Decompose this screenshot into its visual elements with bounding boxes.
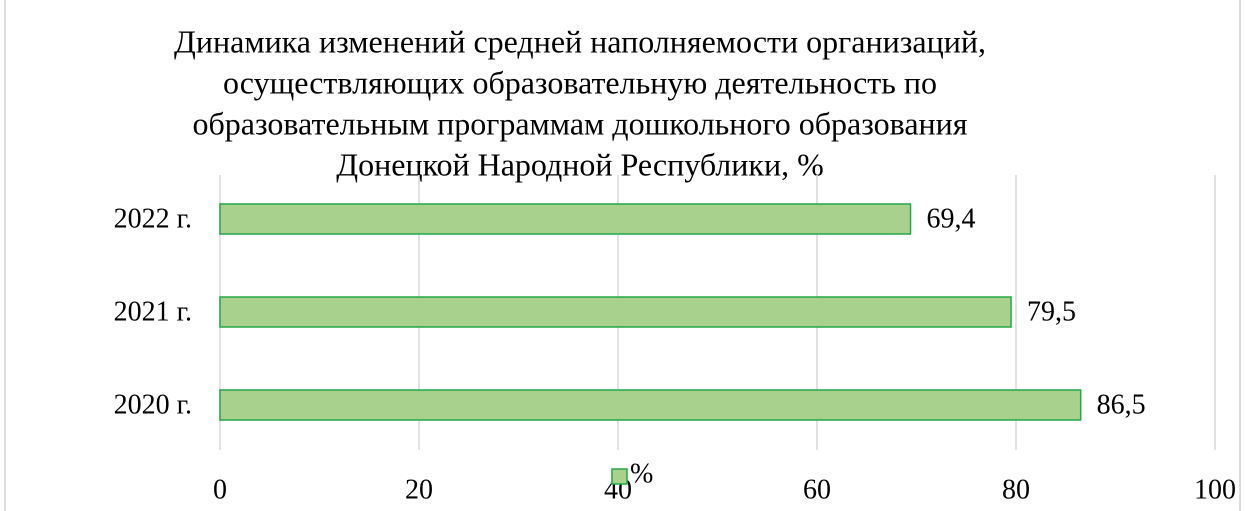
chart-title: образовательным программам дошкольного о… xyxy=(192,105,967,141)
x-tick-label: 20 xyxy=(405,474,433,505)
x-tick-label: 0 xyxy=(213,474,227,505)
y-tick-label: 2020 г. xyxy=(114,389,192,420)
value-label: 69,4 xyxy=(927,203,976,234)
y-tick-label: 2021 г. xyxy=(114,296,192,327)
legend-swatch xyxy=(611,468,628,485)
x-tick-label: 60 xyxy=(803,474,831,505)
chart-title: Донецкой Народной Республики, % xyxy=(336,146,823,182)
x-tick-label: 100 xyxy=(1194,474,1236,505)
bar xyxy=(219,389,1082,421)
bar xyxy=(219,203,912,235)
value-label: 79,5 xyxy=(1027,296,1076,327)
chart-title: Динамика изменений средней наполняемости… xyxy=(174,23,986,59)
legend-label: % xyxy=(630,458,653,489)
x-tick-label: 80 xyxy=(1002,474,1030,505)
bar xyxy=(219,296,1012,328)
value-label: 86,5 xyxy=(1097,389,1146,420)
y-tick-label: 2022 г. xyxy=(114,203,192,234)
chart-title: осуществляющих образовательную деятельно… xyxy=(223,64,937,100)
